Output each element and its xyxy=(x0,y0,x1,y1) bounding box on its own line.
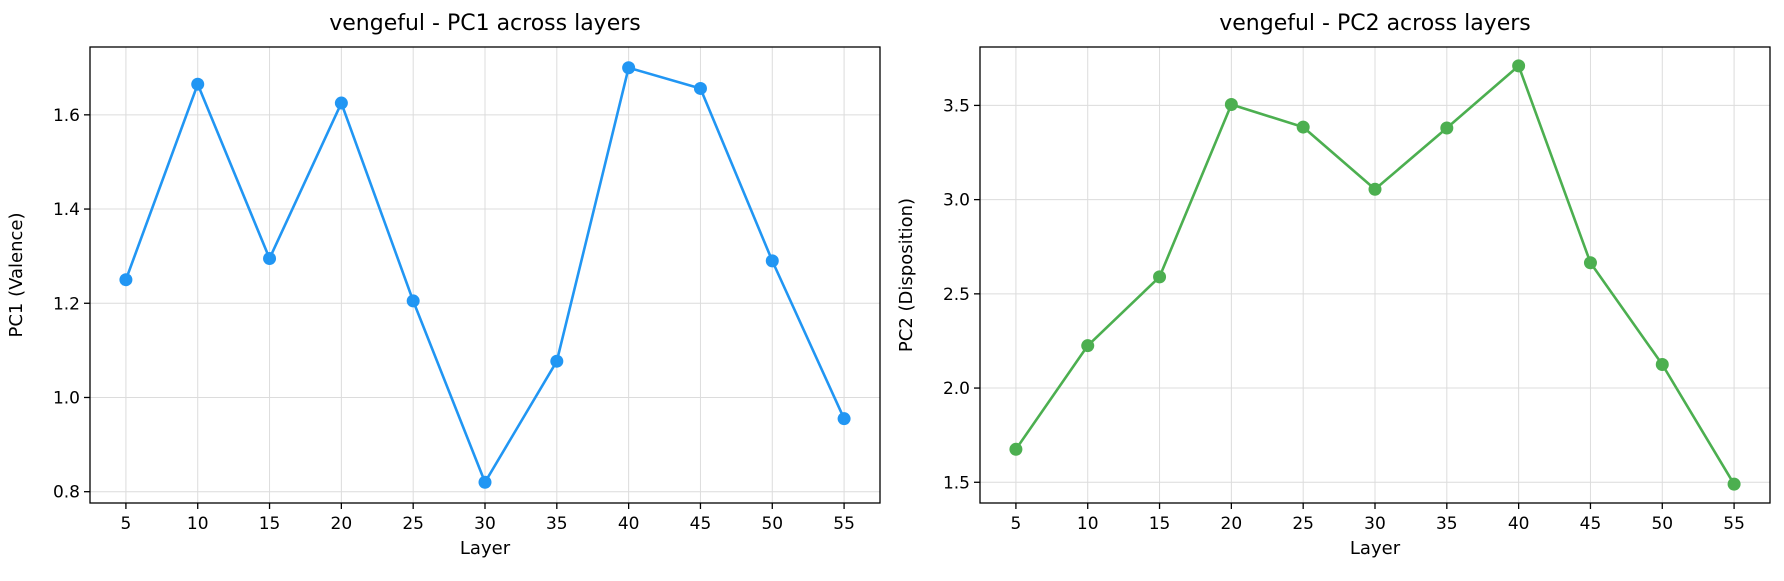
y-tick-label: 2.5 xyxy=(943,285,970,305)
x-tick-label: 35 xyxy=(1436,514,1458,534)
data-point xyxy=(550,354,564,368)
x-tick-label: 55 xyxy=(1723,514,1745,534)
y-tick-label: 3.5 xyxy=(943,96,970,116)
data-point xyxy=(1224,97,1238,111)
y-axis-label: PC1 (Valence) xyxy=(6,212,27,337)
x-tick-label: 50 xyxy=(1651,514,1673,534)
x-tick-label: 20 xyxy=(1221,514,1243,534)
data-point xyxy=(478,475,492,489)
data-point xyxy=(191,77,205,91)
data-point xyxy=(334,96,348,110)
data-point xyxy=(765,254,779,268)
y-tick-label: 1.0 xyxy=(53,388,80,408)
data-point xyxy=(1081,339,1095,353)
x-tick-label: 45 xyxy=(690,514,712,534)
y-tick-label: 2.0 xyxy=(943,379,970,399)
x-tick-label: 5 xyxy=(1010,514,1021,534)
x-tick-label: 25 xyxy=(1292,514,1314,534)
y-tick-label: 0.8 xyxy=(53,483,80,503)
chart-title: vengeful - PC2 across layers xyxy=(1219,11,1531,36)
data-point xyxy=(119,273,133,287)
x-tick-label: 30 xyxy=(474,514,496,534)
y-tick-label: 1.6 xyxy=(53,106,80,126)
data-point xyxy=(1440,121,1454,135)
data-point xyxy=(406,294,420,308)
x-tick-label: 10 xyxy=(1077,514,1099,534)
x-tick-label: 30 xyxy=(1364,514,1386,534)
data-point xyxy=(622,61,636,75)
x-tick-label: 25 xyxy=(402,514,424,534)
x-tick-label: 20 xyxy=(331,514,353,534)
y-axis-label: PC2 (Disposition) xyxy=(896,198,917,352)
y-tick-label: 1.2 xyxy=(53,294,80,314)
x-tick-label: 55 xyxy=(833,514,855,534)
x-axis-label: Layer xyxy=(1350,538,1401,559)
x-tick-label: 45 xyxy=(1580,514,1602,534)
x-axis-label: Layer xyxy=(460,538,511,559)
x-tick-label: 15 xyxy=(1149,514,1171,534)
x-tick-label: 40 xyxy=(618,514,640,534)
chart-pc1: 5 10 15 20 25 30 35 40 45 50 55 0.8 1.0 1.2 1.4 1.6 veng… xyxy=(6,11,881,559)
x-tick-label: 50 xyxy=(761,514,783,534)
x-tick-label: 5 xyxy=(120,514,131,534)
data-point xyxy=(1296,120,1310,134)
data-point xyxy=(1368,182,1382,196)
data-point xyxy=(1655,358,1669,372)
chart-title: vengeful - PC1 across layers xyxy=(329,11,641,36)
data-point xyxy=(693,81,707,95)
data-point xyxy=(1009,442,1023,456)
chart-pc2: 5 10 15 20 25 30 35 40 45 50 55 1.5 2.0 2.5 3.0 3.5 veng… xyxy=(896,11,1771,559)
y-tick-label: 1.4 xyxy=(53,200,80,220)
data-point xyxy=(263,252,277,266)
data-point xyxy=(837,412,851,426)
data-point xyxy=(1512,59,1526,73)
y-tick-label: 3.0 xyxy=(943,191,970,211)
data-point xyxy=(1583,256,1597,270)
x-tick-label: 35 xyxy=(546,514,568,534)
x-tick-label: 40 xyxy=(1508,514,1530,534)
x-tick-label: 15 xyxy=(259,514,281,534)
data-point xyxy=(1727,477,1741,491)
y-tick-label: 1.5 xyxy=(943,473,970,493)
data-point xyxy=(1153,270,1167,284)
x-tick-label: 10 xyxy=(187,514,209,534)
